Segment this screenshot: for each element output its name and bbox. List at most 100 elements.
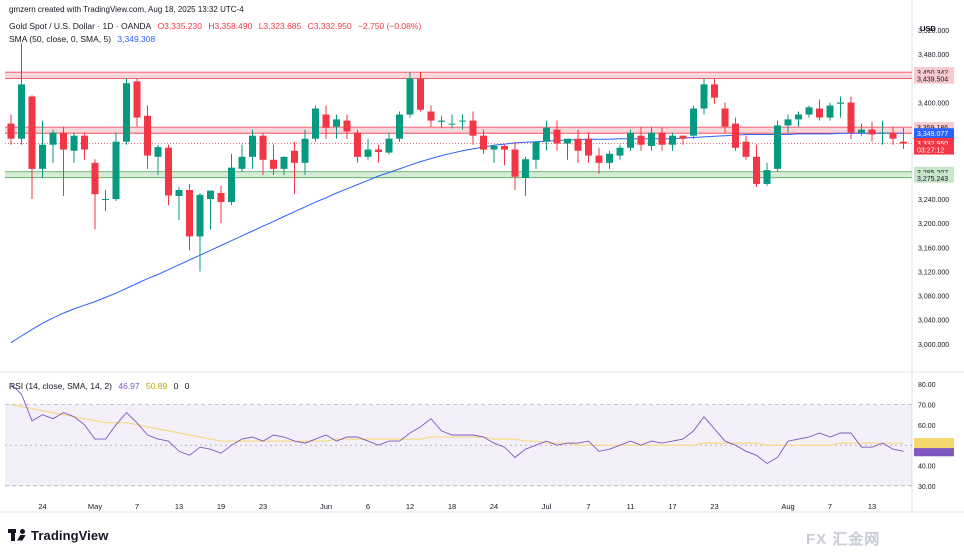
rsi-label: RSI (14, close, SMA, 14, 2): [9, 381, 112, 391]
candle: [595, 147, 603, 174]
candle: [816, 99, 823, 121]
zone-resistance-1: [5, 127, 912, 134]
tradingview-logo[interactable]: TradingView: [8, 528, 108, 543]
candle: [207, 190, 214, 230]
candle: [228, 153, 235, 206]
candle-body: [112, 141, 120, 200]
candle-body: [816, 108, 823, 118]
candle-body: [805, 107, 813, 115]
currency-label: USD: [920, 24, 936, 33]
candle-body: [700, 84, 708, 109]
candle-body: [795, 114, 802, 120]
candle-body: [511, 149, 519, 177]
candle-body: [847, 102, 855, 133]
candle: [60, 126, 67, 197]
candle-body: [396, 114, 403, 139]
candle: [438, 115, 445, 128]
candle: [364, 138, 372, 160]
candle: [900, 127, 907, 149]
candle: [795, 111, 802, 127]
candle: [732, 117, 739, 151]
candle: [249, 129, 256, 169]
candle: [417, 72, 424, 112]
candle: [616, 144, 624, 160]
time-tick-label: Jun: [320, 502, 332, 511]
candle: [837, 96, 844, 118]
price-label-box-resistance: [914, 73, 954, 84]
candle: [585, 132, 592, 163]
candle-body: [721, 108, 729, 127]
rsi-zero-2: 0: [184, 381, 190, 391]
candle: [522, 156, 529, 197]
price-label-box-countdown: [914, 144, 954, 155]
candle: [322, 105, 330, 139]
candle: [690, 105, 697, 139]
tradingview-logo-icon: [8, 528, 26, 543]
candle-body: [154, 147, 162, 157]
candle-body: [669, 135, 676, 145]
candle: [165, 144, 172, 206]
price-tick-label: 3,480.000: [918, 52, 949, 59]
ohlc-close: C3,332.950: [307, 21, 352, 31]
ohlc-high: H3,358.490: [208, 21, 253, 31]
candle-body: [753, 156, 760, 184]
rsi-legend[interactable]: RSI (14, close, SMA, 14, 2) 46.97 50.89 …: [9, 381, 194, 391]
candle: [459, 114, 466, 130]
candle: [18, 43, 25, 145]
time-tick-label: 13: [868, 502, 876, 511]
price-label-box-last: [914, 137, 954, 148]
rsi-tick-label: 60.00: [918, 423, 936, 430]
price-label-box-sma: [914, 128, 954, 139]
candle: [490, 144, 498, 163]
candle: [70, 132, 78, 163]
price-label-box-support: [914, 166, 954, 177]
sma-legend[interactable]: SMA (50, close, 0, SMA, 5) 3,349.308: [9, 34, 159, 44]
candle-body: [522, 159, 529, 178]
candle-body: [679, 135, 687, 139]
price-tick-label: 3,200.000: [918, 221, 949, 228]
candle: [123, 78, 130, 145]
candle: [238, 144, 246, 172]
price-label-box-support: [914, 172, 954, 183]
rsi-ma-value: 50.89: [146, 381, 168, 391]
time-tick-label: May: [88, 502, 102, 511]
zone-resistance-0: [5, 72, 912, 79]
time-tick-label: 18: [448, 502, 456, 511]
candle-body: [343, 120, 351, 132]
time-tick-label: 19: [217, 502, 225, 511]
price-tick-label: 3,120.000: [918, 269, 949, 276]
candle-body: [301, 138, 309, 163]
time-tick-label: Jul: [542, 502, 552, 511]
candle: [700, 78, 708, 115]
candle: [291, 141, 298, 195]
price-label-support: 3,275.243: [917, 176, 948, 183]
candle: [333, 114, 340, 139]
time-tick-label: 23: [259, 502, 267, 511]
candle-body: [364, 149, 372, 157]
rsi-tick-label: 70.00: [918, 403, 936, 410]
candle-body: [606, 153, 613, 163]
price-label-box-resistance: [914, 67, 954, 78]
candle-body: [207, 190, 214, 200]
candle-body: [658, 132, 666, 145]
price-label-last: 3,332.950: [917, 141, 948, 148]
chart-title-row[interactable]: Gold Spot / U.S. Dollar · 1D · OANDA O3,…: [9, 21, 425, 31]
rsi-tick-label: 80.00: [918, 382, 936, 389]
candle-body: [690, 108, 697, 136]
time-tick-label: 7: [828, 502, 832, 511]
rsi-line: [10, 383, 904, 465]
candle-body: [249, 135, 256, 157]
rsi-value-box: [914, 446, 954, 457]
candle: [396, 111, 403, 142]
price-tick-label: 3,160.000: [918, 245, 949, 252]
candle: [889, 126, 897, 145]
time-tick-label: 24: [38, 502, 46, 511]
time-tick-label: 7: [135, 502, 139, 511]
candle: [112, 132, 120, 201]
candle: [774, 120, 781, 172]
candle-body: [763, 170, 771, 184]
candle-body: [238, 156, 246, 169]
watermark-logo: FX 汇金网: [806, 531, 881, 548]
candle: [879, 120, 886, 145]
candle: [175, 186, 183, 221]
